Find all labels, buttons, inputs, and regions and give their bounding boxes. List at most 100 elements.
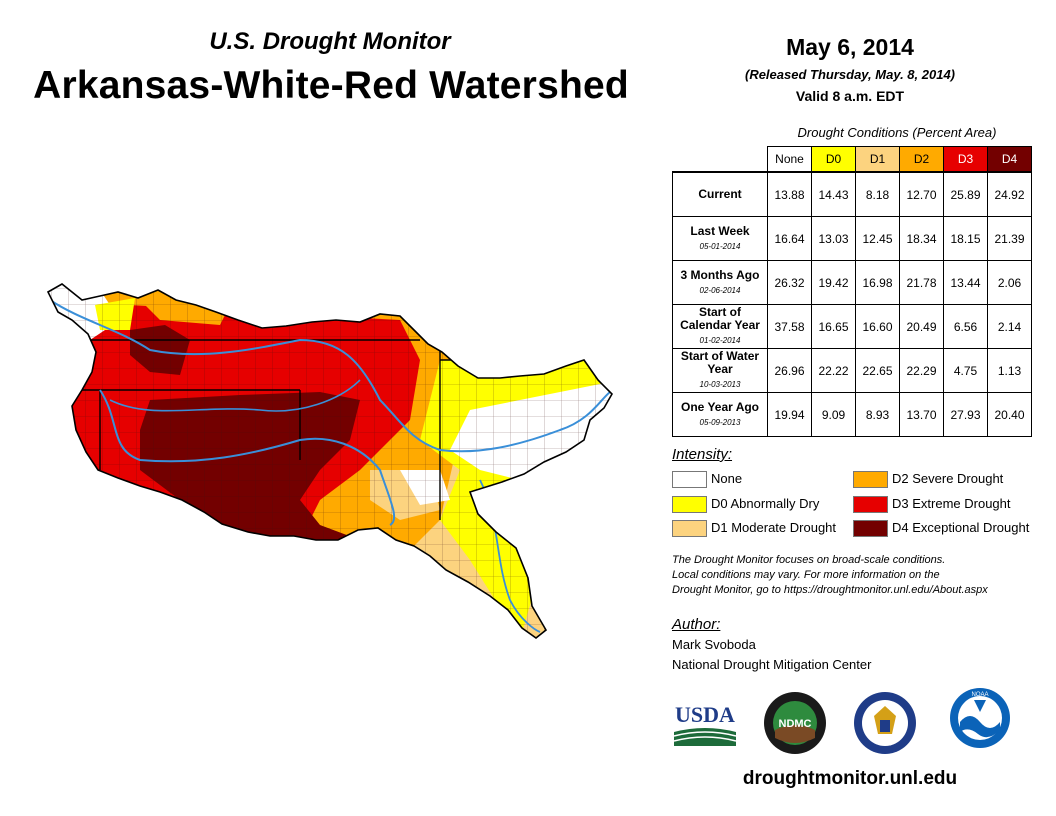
map-title: Arkansas-White-Red Watershed [33,64,629,107]
table-cell: 13.44 [943,260,988,305]
table-cell: 19.42 [811,260,856,305]
legend-swatch [853,520,888,537]
table-cell: 18.15 [943,216,988,261]
author-heading: Author: [672,616,721,633]
map-subtitle: U.S. Drought Monitor [209,28,451,55]
row-date: 05-01-2014 [699,241,741,251]
usda-logo: USDA [673,702,737,746]
ndmc-logo: NDMC [764,692,826,754]
table-cell: 25.89 [943,171,988,217]
ndmc-logo-text: NDMC [779,718,812,730]
table-cell: 14.43 [811,171,856,217]
row-label: One Year Ago 05-09-2013 [672,392,768,437]
website-url: droughtmonitor.unl.edu [742,768,958,789]
legend-heading: Intensity: [672,446,733,463]
table-cell: 20.40 [987,392,1032,437]
row-label-text: 3 Months Ago [680,267,760,282]
table-cell: 8.18 [855,171,900,217]
table-cell: 16.64 [767,216,812,261]
legend-swatch [853,496,888,513]
note-line: Drought Monitor, go to https://droughtmo… [672,584,988,596]
row-label: 3 Months Ago 02-06-2014 [672,260,768,305]
col-header: D0 [811,146,856,173]
table-row: 3 Months Ago 02-06-2014 26.32 19.42 16.98 21.… [672,260,1032,305]
state-boundary-lines [48,300,612,520]
table-row: Last Week 05-01-2014 16.64 13.03 12.45 18.34 1… [672,216,1032,261]
table-cell: 22.29 [899,348,944,393]
valid-time: Valid 8 a.m. EDT [795,88,905,104]
table-row: One Year Ago 05-09-2013 19.94 9.09 8.93 13.70… [672,392,1032,437]
table-body: Current 13.88 14.43 8.18 12.70 25.89 24.92 Last… [672,171,1032,437]
legend-label: D0 Abnormally Dry [711,496,820,511]
row-date: 05-09-2013 [699,417,741,427]
drought-stats-table: None D0 D1 D2 D3 D4 Current 13.88 14.43 8.1… [672,146,1032,437]
table-cell: 13.88 [767,171,812,217]
col-header: D1 [855,146,900,173]
table-cell: 16.98 [855,260,900,305]
col-header: D2 [899,146,944,173]
row-label: Start of Calendar Year 01-02-2014 [672,304,768,349]
usda-logo-text: USDA [675,702,735,727]
table-cell: 24.92 [987,171,1032,217]
legend-swatch [672,496,707,513]
disclaimer-note: The Drought Monitor focuses on broad-sca… [672,553,1052,598]
table-cell: 13.03 [811,216,856,261]
table-cell: 19.94 [767,392,812,437]
table-cell: 1.13 [987,348,1032,393]
table-cell: 2.14 [987,304,1032,349]
river-red [99,389,396,526]
row-label: Start of Water Year 10-03-2013 [672,348,768,393]
legend-label: D3 Extreme Drought [892,496,1011,511]
map-date: May 6, 2014 [786,34,914,60]
table-cell: 13.70 [899,392,944,437]
note-line: Local conditions may vary. For more info… [672,569,940,581]
row-date: 02-06-2014 [699,285,741,295]
table-cell: 26.96 [767,348,812,393]
author-organization: National Drought Mitigation Center [672,657,872,672]
row-date: 10-03-2013 [699,380,741,389]
release-date: (Released Thursday, May. 8, 2014) [744,67,956,82]
table-cell: 22.65 [855,348,900,393]
table-row: Current 13.88 14.43 8.18 12.70 25.89 24.92 [672,171,1032,217]
river-arkansas [49,299,611,453]
table-corner [673,147,768,173]
author-name: Mark Svoboda [672,637,756,652]
table-cell: 18.34 [899,216,944,261]
table-cell: 20.49 [899,304,944,349]
legend-swatch [672,520,707,537]
row-label-text: One Year Ago [680,399,760,414]
noaa-logo: NOAA [950,688,1010,748]
table-cell: 16.60 [855,304,900,349]
table-cell: 37.58 [767,304,812,349]
table-cell: 2.06 [987,260,1032,305]
legend-label: D2 Severe Drought [892,471,1004,486]
table-caption: Drought Conditions (Percent Area) [797,125,997,140]
table-row: Start of Water Year 10-03-2013 26.96 22.22 2… [672,348,1032,393]
row-label-text: Last Week [690,223,750,238]
table-cell: 12.45 [855,216,900,261]
legend-label: D1 Moderate Drought [711,520,837,535]
doc-seal-logo [854,692,916,754]
col-header: None [767,146,812,173]
table-cell: 21.78 [899,260,944,305]
row-label-text: Start of Water Year [680,349,760,376]
table-cell: 21.39 [987,216,1032,261]
river-canadian [109,379,361,412]
legend-label: None [711,471,743,486]
row-label: Last Week 05-01-2014 [672,216,768,261]
legend-swatch [672,471,707,488]
table-header-row: None D0 D1 D2 D3 D4 [673,146,1032,173]
legend-swatch [853,471,888,488]
table-cell: 8.93 [855,392,900,437]
col-header: D4 [987,146,1032,173]
table-cell: 22.22 [811,348,856,393]
row-label: Current [672,171,768,217]
row-label-text: Current [698,187,742,201]
table-cell: 6.56 [943,304,988,349]
drought-map [47,283,613,639]
table-cell: 4.75 [943,348,988,393]
note-line: The Drought Monitor focuses on broad-sca… [672,554,946,566]
table-row: Start of Calendar Year 01-02-2014 37.58 16.… [672,304,1032,349]
col-header: D3 [943,146,988,173]
table-cell: 27.93 [943,392,988,437]
